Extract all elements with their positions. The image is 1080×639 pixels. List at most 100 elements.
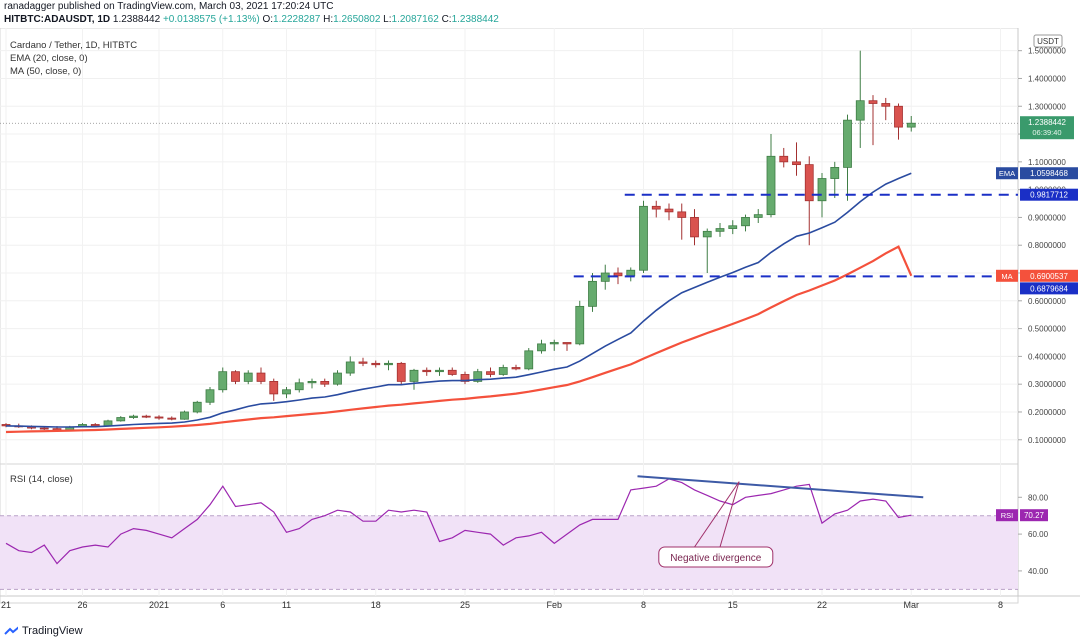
candle-body (651, 205, 661, 210)
open-label: O: (262, 14, 274, 25)
last-price-tag-value: 1.2388442 (1028, 118, 1066, 127)
price-tick-label: 0.1000000 (1028, 436, 1066, 445)
candle-body (320, 381, 330, 385)
candle-body (486, 371, 495, 375)
candle-body (396, 362, 406, 382)
last-price-tag (1020, 116, 1074, 140)
lower-level-tag (1020, 282, 1078, 295)
lower-level-tag-value: 0.6879684 (1030, 284, 1068, 293)
price-tick-label: 0.9000000 (1028, 213, 1066, 222)
price-tick-label: 0.4000000 (1028, 352, 1066, 361)
candle-body (269, 381, 279, 395)
candle-body (307, 381, 317, 384)
rsi-label-text: RSI (1001, 511, 1014, 520)
upper-level-tag-value: 0.9817712 (1030, 191, 1068, 200)
ma50-line (5, 245, 913, 434)
tradingview-logo-icon (4, 626, 18, 635)
price-tick-label: 0.3000000 (1028, 380, 1066, 389)
publisher-line: ranadagger published on TradingView.com,… (4, 1, 333, 12)
annotation-pointer-right (719, 481, 740, 548)
candle-body (498, 367, 508, 375)
price-axis: 0.1000000 0.2000000 0.3000000 0.4000000 0.50… (996, 34, 1078, 576)
candle-body (154, 416, 164, 419)
candle-body (664, 208, 674, 213)
rsi-value-text: 70.27 (1024, 511, 1045, 520)
time-tick-label: 15 (728, 600, 738, 610)
candle-body (613, 272, 623, 277)
candle-body (588, 280, 597, 307)
rsi-tick-label: 40.00 (1028, 567, 1049, 576)
rsi-label-tag (996, 509, 1018, 522)
price-tick-label: 1.5000000 (1028, 47, 1066, 56)
rsi-tick-label: 80.00 (1028, 493, 1049, 502)
candle-body (282, 389, 291, 395)
annotation-box (658, 546, 774, 568)
candle-body (460, 374, 470, 382)
candle-body (549, 342, 559, 345)
candle-body (435, 369, 444, 373)
annotation-text: Negative divergence (670, 553, 762, 564)
currency-label: USDT (1037, 37, 1059, 46)
candle-body (345, 361, 355, 374)
footer-brand-text: TradingView (22, 625, 83, 637)
candle-body (409, 369, 419, 382)
candle-body (256, 372, 266, 382)
time-tick-label: 2021 (149, 600, 169, 610)
ma-tag-value: 0.6900537 (1030, 272, 1068, 281)
candle-body (766, 155, 776, 216)
open-value: 1.2228287 (273, 14, 321, 25)
candle-body (167, 417, 177, 420)
candle-body (894, 105, 903, 128)
candle-body (511, 367, 521, 370)
candle-body (294, 382, 304, 391)
candle-body (103, 420, 113, 427)
price-tick-label: 1.3000000 (1028, 102, 1066, 111)
chart-canvas[interactable]: 0.1000000 0.2000000 0.3000000 0.4000000 0.50… (0, 27, 1080, 618)
chart-frame[interactable]: 0.1000000 0.2000000 0.3000000 0.4000000 0.50… (0, 27, 1080, 618)
time-tick-label: 8 (998, 600, 1003, 610)
candle-body (447, 369, 457, 375)
price-change: +0.0138575 (+1.13%) (162, 14, 260, 25)
candle-body (690, 217, 699, 238)
candle-body (180, 411, 189, 420)
rsi-group: RSI 70.27 Negative divergence (5, 475, 1048, 568)
price-tick-label: 0.2000000 (1028, 408, 1066, 417)
candle-body (218, 371, 228, 391)
candle-body (792, 161, 801, 166)
candle-body (804, 164, 814, 202)
candle-body (677, 211, 687, 218)
ma-label-text: MA (1001, 272, 1012, 281)
candle-body (39, 427, 49, 430)
candle-body (129, 415, 138, 418)
candle-body (715, 228, 725, 232)
candle-body (524, 350, 534, 370)
rsi-tick-label: 60.00 (1028, 530, 1049, 539)
candle-body (371, 362, 381, 366)
candle-body (817, 178, 827, 202)
candle-body (753, 214, 763, 218)
price-tick-label: 1.4000000 (1028, 74, 1066, 83)
ema-tag-value: 1.0598468 (1030, 169, 1068, 178)
ma-legend[interactable]: MA (50, close, 0) (10, 66, 82, 77)
candle-body (422, 369, 432, 373)
rsi-legend[interactable]: RSI (14, close) (10, 474, 73, 485)
candle-body (537, 343, 546, 352)
time-tick-label: 21 (1, 600, 11, 610)
candle-body (741, 217, 750, 227)
price-tick-label: 0.5000000 (1028, 325, 1066, 334)
candle-body (626, 269, 636, 277)
time-tick-label: Mar (904, 600, 920, 610)
candle-body (830, 167, 840, 179)
ema-legend[interactable]: EMA (20, close, 0) (10, 53, 88, 64)
time-tick-label: 25 (460, 600, 470, 610)
footer-brand[interactable]: TradingView (4, 625, 83, 637)
candle-body (358, 361, 368, 364)
ema-tag (1020, 167, 1078, 180)
time-axis: 21 26 2021 6 11 18 25 Feb 8 15 22 Mar 8 (1, 600, 1003, 610)
price-tick-label: 1.1000000 (1028, 158, 1066, 167)
annotation-pointer-left (694, 481, 740, 548)
candle-body (243, 372, 253, 382)
symbol-label: HITBTC:ADAUSDT, 1D (4, 14, 111, 25)
candle-body (205, 389, 215, 403)
ema-label-text: EMA (999, 169, 1015, 178)
